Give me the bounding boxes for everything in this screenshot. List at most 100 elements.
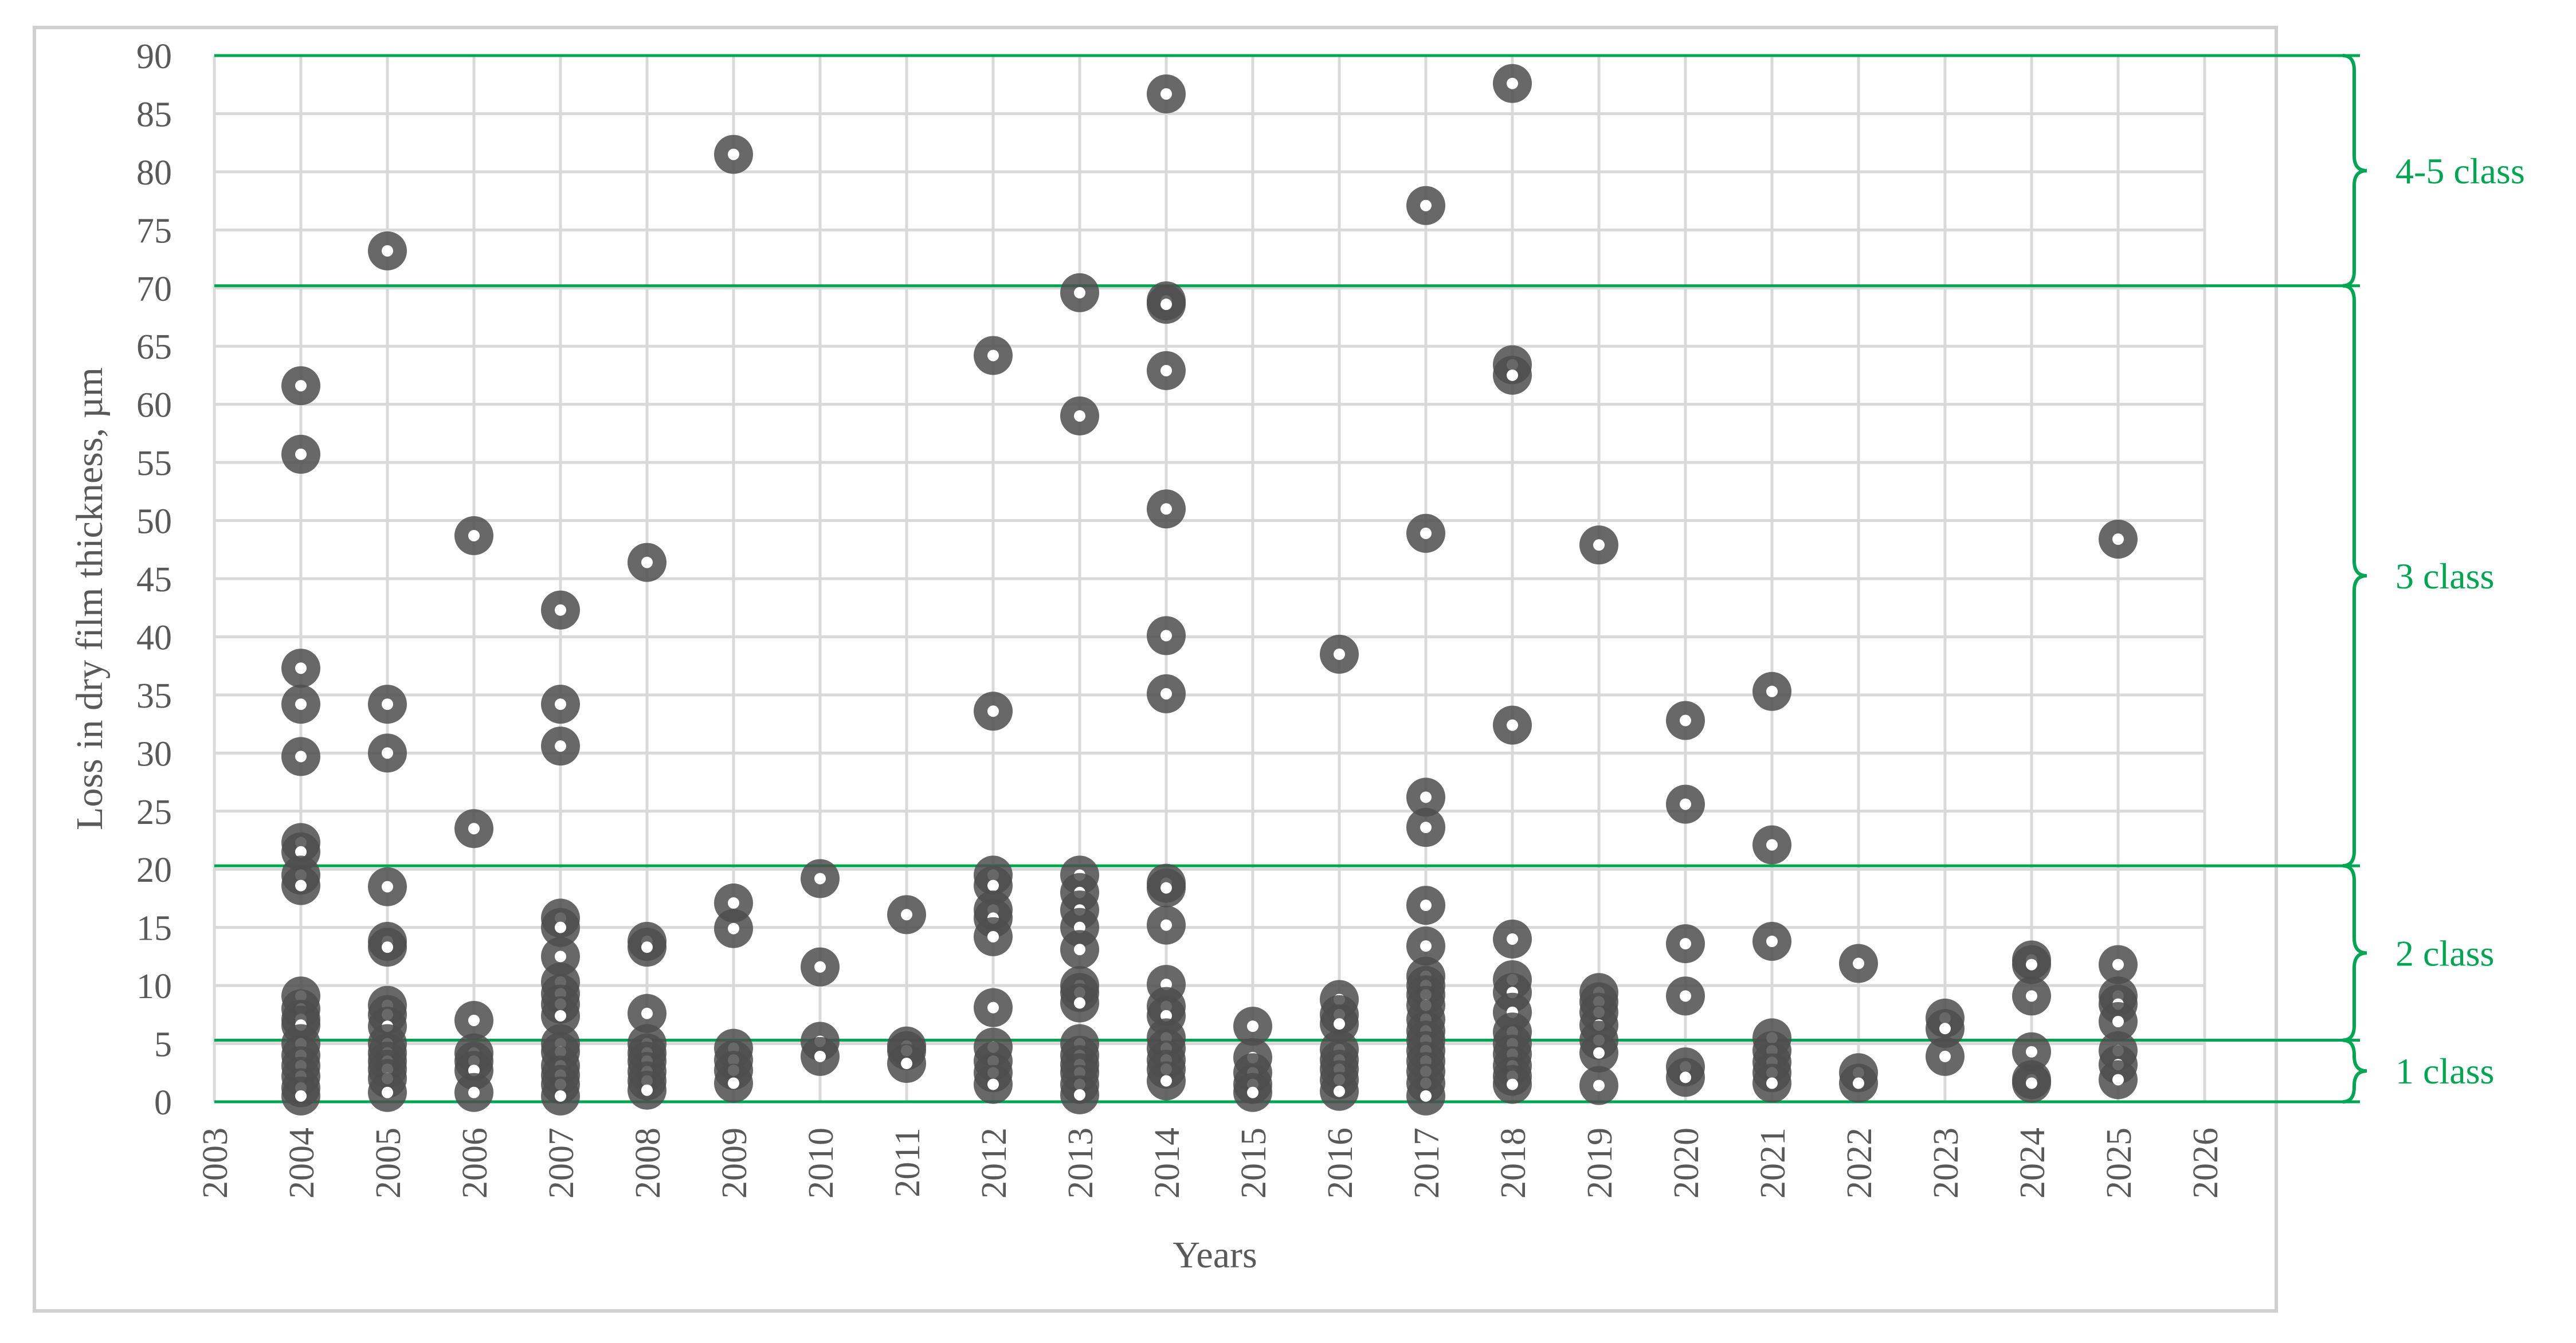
data-point-center [295,846,307,858]
data-point [1320,634,1359,674]
data-point-center [1074,997,1085,1009]
data-point [2099,945,2138,984]
y-tick-label: 5 [154,1026,172,1065]
data-point [1579,1033,1618,1073]
data-point-center [728,897,739,909]
data-point [1147,351,1186,390]
chart-frame [33,26,2278,1313]
data-point-center [2026,1077,2037,1089]
data-point-center [1507,1078,1518,1090]
x-tick-label: 2011 [888,1128,927,1197]
data-point-center [987,705,999,717]
data-point [2099,520,2138,559]
data-point-center [295,662,307,674]
data-point-center [1420,822,1432,834]
data-point-center [1247,1020,1258,1032]
x-tick-label: 2018 [1494,1128,1533,1199]
data-point-center [555,1090,566,1102]
data-point-center [1160,882,1172,894]
data-point-center [1160,688,1172,700]
data-point-center [1507,933,1518,945]
x-tick-label: 2015 [1234,1128,1273,1199]
data-point-center [468,823,480,835]
data-point [1060,983,1099,1023]
data-point-center [728,148,739,160]
data-point-center [382,941,393,953]
data-point-center [901,1058,912,1070]
data-point [1147,285,1186,324]
x-axis-title: Years [1173,1234,1257,1276]
data-point [1752,825,1791,865]
data-point [974,917,1013,956]
points-layer [281,64,2138,1116]
data-point-center [814,961,826,973]
data-point-center [382,698,393,710]
data-point-center [295,879,307,892]
data-point-center [555,740,566,752]
y-axis-title: Loss in dry film thickness, µm [69,367,111,830]
data-point [1666,1058,1705,1097]
data-point-center [2026,990,2037,1002]
y-tick-label: 60 [136,386,172,425]
data-point-center [1334,1085,1345,1097]
data-point-center [2026,1046,2037,1058]
data-point-center [2112,1016,2124,1028]
data-point-center [1074,410,1085,422]
data-point [974,1065,1013,1104]
data-point [1839,1063,1878,1103]
data-point-center [295,698,307,710]
data-point-center [1160,1075,1172,1087]
data-point [1147,616,1186,655]
data-point [1406,808,1445,847]
data-point [541,996,580,1035]
data-point [1147,868,1186,908]
data-point [1666,784,1705,824]
data-point [2099,1002,2138,1042]
data-point-center [1766,685,1778,697]
y-tick-label: 75 [136,211,172,250]
data-point-center [1766,839,1778,851]
x-tick-label: 2020 [1667,1128,1706,1199]
data-point-center [814,1050,826,1062]
class-label: 2 class [2395,933,2494,973]
data-point-center [1160,630,1172,642]
data-point [1147,489,1186,529]
data-point-center [295,1090,307,1102]
data-point [1147,1061,1186,1101]
data-point [1752,922,1791,961]
data-point [628,1070,666,1110]
data-point [1493,64,1532,103]
data-point-center [1420,1090,1432,1102]
data-point [1666,976,1705,1016]
data-point [1147,74,1186,113]
data-point-center [382,245,393,257]
data-point [1147,674,1186,713]
data-point-center [1766,936,1778,948]
data-point-center [382,747,393,759]
y-tick-label: 55 [136,444,172,483]
data-point [2099,1060,2138,1099]
data-point-center [1247,1086,1258,1098]
data-point-center [728,922,739,934]
data-point [281,366,320,406]
data-point-center [1160,364,1172,376]
data-point [1579,1066,1618,1105]
data-point [887,1044,926,1083]
x-tick-label: 2021 [1754,1128,1793,1199]
data-point [1752,671,1791,711]
class-brace [2342,1038,2367,1104]
data-point [1060,1075,1099,1114]
y-tick-label: 15 [136,909,172,948]
data-point [1406,1076,1445,1116]
y-tick-label: 10 [136,967,172,1006]
x-tick-label: 2007 [542,1128,581,1199]
data-point [801,1036,840,1076]
data-point [541,1076,580,1116]
data-point [628,928,666,967]
data-point-center [814,873,826,885]
x-tick-label: 2006 [456,1128,495,1199]
data-point [281,1076,320,1116]
data-point [454,809,493,849]
